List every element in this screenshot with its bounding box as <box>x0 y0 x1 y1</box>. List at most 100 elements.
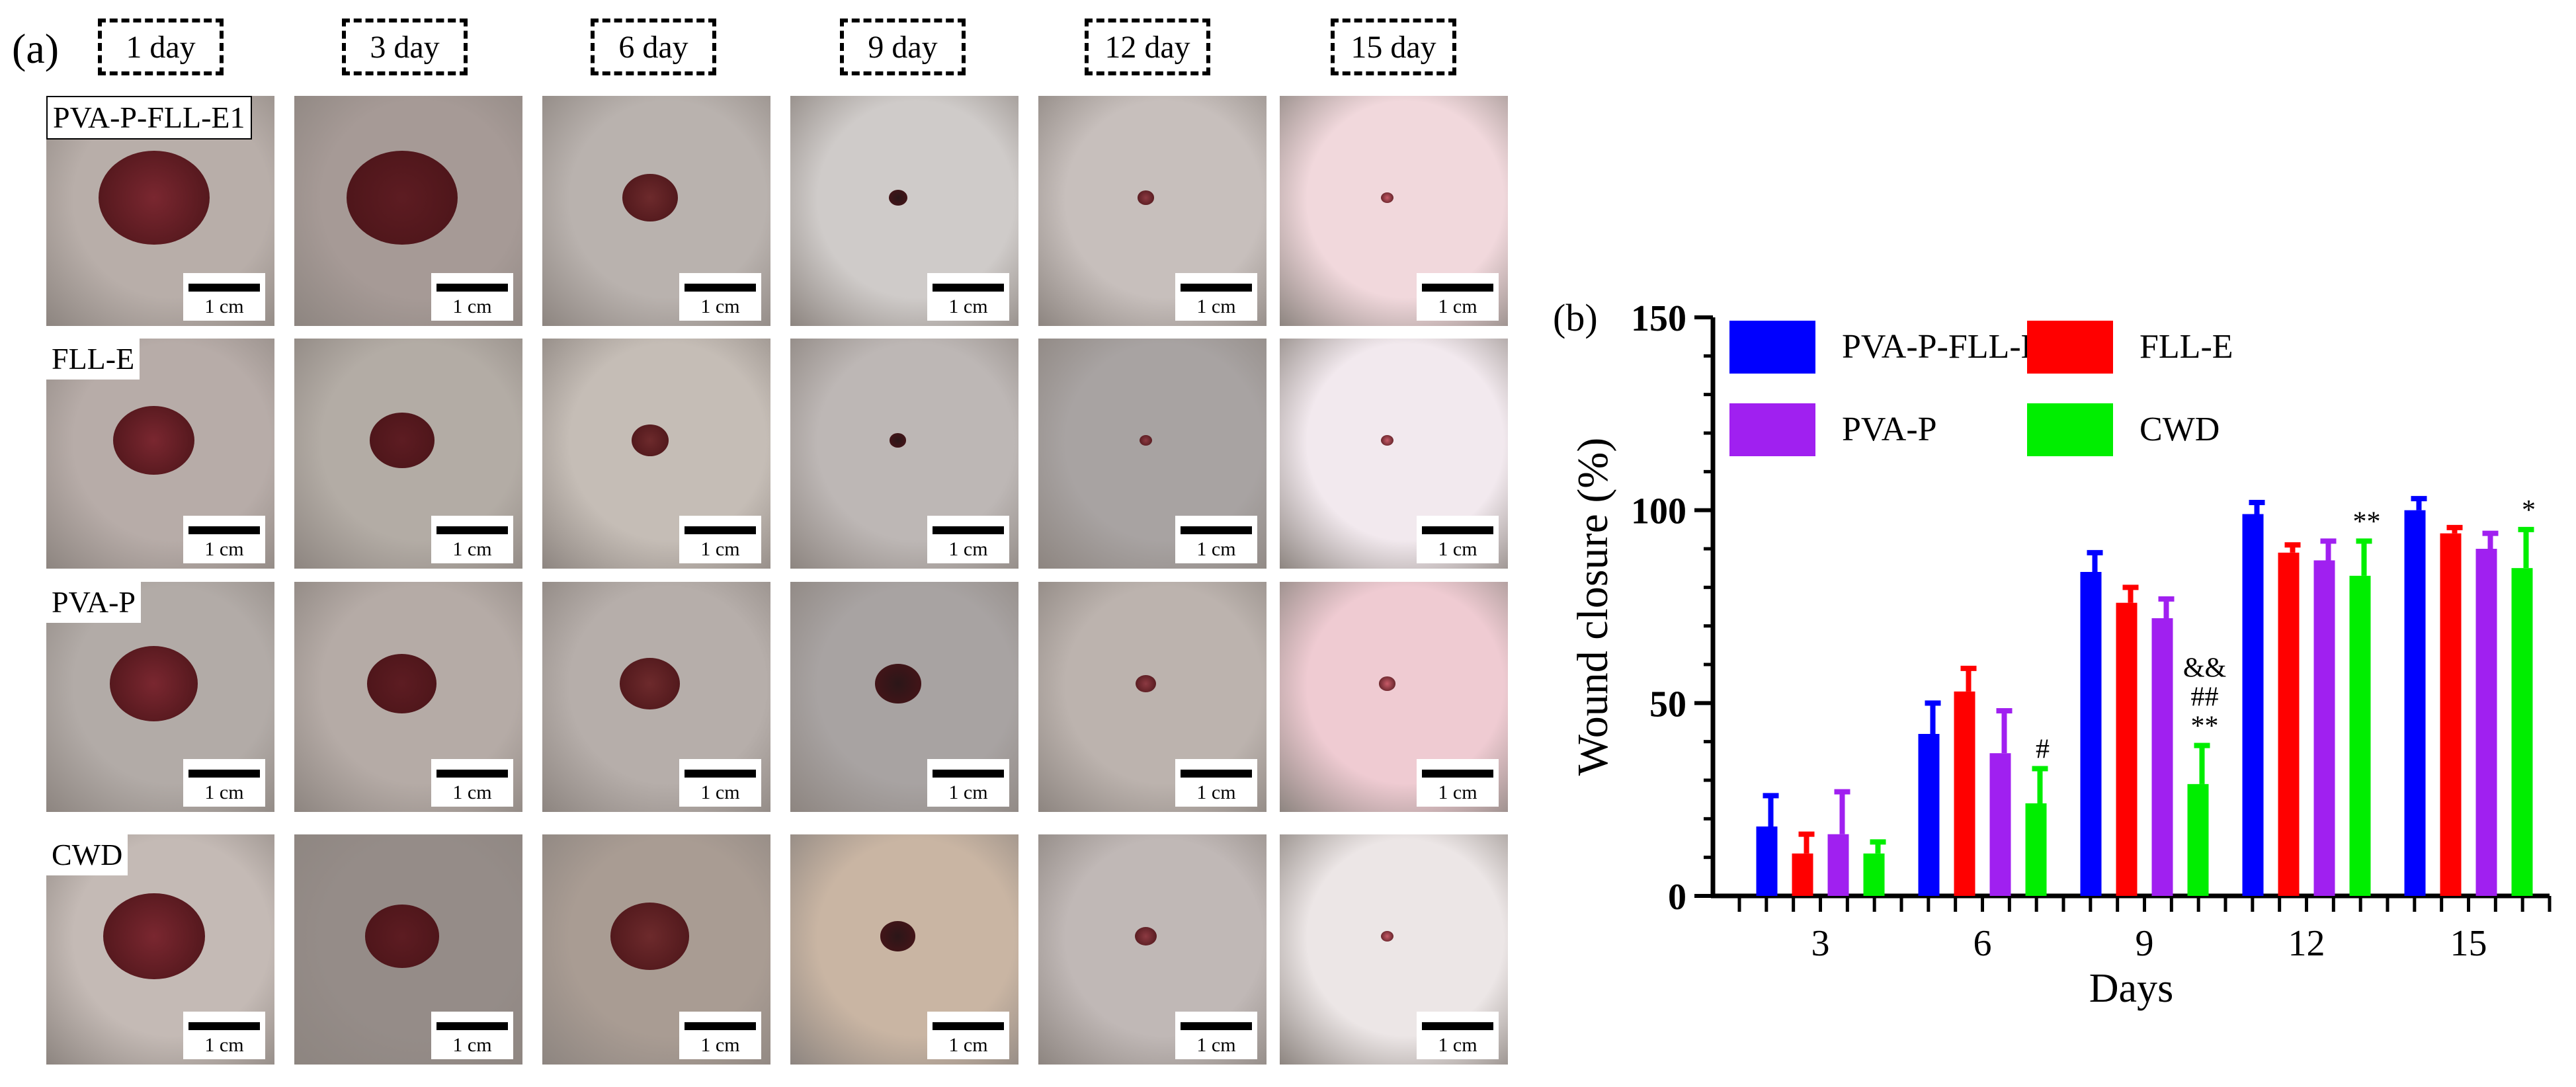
x-tick-label: 3 <box>1811 923 1830 964</box>
scale-bar-line <box>1422 284 1493 292</box>
wound-photo-r1-c2: 1 cm <box>294 96 522 326</box>
wound-photo-r1-c6: 1 cm <box>1280 96 1508 326</box>
scale-bar: 1 cm <box>1175 273 1257 321</box>
scale-bar: 1 cm <box>1175 759 1257 807</box>
scale-bar: 1 cm <box>1175 1012 1257 1059</box>
scale-bar-line <box>685 770 756 778</box>
bar-cwd-day-15 <box>2511 568 2533 896</box>
bar-cwd-day-6 <box>2025 803 2047 896</box>
legend-label: CWD <box>2140 411 2220 448</box>
scale-bar-label: 1 cm <box>1196 296 1236 317</box>
wound-spot <box>1378 676 1396 691</box>
scale-bar-label: 1 cm <box>700 1034 740 1056</box>
x-tick-label: 6 <box>1974 923 1992 964</box>
scale-bar: 1 cm <box>927 273 1009 321</box>
wound-photo-r4-c5: 1 cm <box>1038 834 1267 1065</box>
wound-spot <box>622 174 678 221</box>
scale-bar: 1 cm <box>927 759 1009 807</box>
bar-pva-p-day-6 <box>1989 753 2011 896</box>
legend-label: FLL-E <box>2140 328 2233 366</box>
scale-bar-line <box>188 526 260 534</box>
scale-bar-label: 1 cm <box>204 1034 244 1056</box>
scale-bar-line <box>436 526 508 534</box>
wound-photo-r2-c6: 1 cm <box>1280 339 1508 569</box>
scale-bar: 1 cm <box>679 1012 761 1059</box>
significance-annotation: && <box>2183 653 2226 684</box>
significance-annotation: * <box>2522 495 2536 526</box>
scale-bar-label: 1 cm <box>700 782 740 803</box>
scale-bar-label: 1 cm <box>1196 1034 1236 1056</box>
wound-photo-r2-c3: 1 cm <box>542 339 770 569</box>
bar-pva-p-fll-e1-day-9 <box>2080 572 2102 896</box>
wound-spot <box>1139 434 1153 446</box>
row-label-fll-e: FLL-E <box>46 339 140 380</box>
day-header-6: 15 day <box>1331 19 1456 75</box>
scale-bar-label: 1 cm <box>1196 538 1236 560</box>
scale-bar: 1 cm <box>183 1012 265 1059</box>
scale-bar-label: 1 cm <box>204 296 244 317</box>
scale-bar-label: 1 cm <box>948 538 988 560</box>
x-tick-label: 15 <box>2450 923 2487 964</box>
panel-a-label: (a) <box>12 25 60 72</box>
bar-pva-p-day-15 <box>2475 549 2497 896</box>
wound-spot <box>610 903 689 970</box>
wound-photo-r3-c2: 1 cm <box>294 582 522 812</box>
wound-spot <box>103 893 205 980</box>
scale-bar: 1 cm <box>1417 759 1499 807</box>
significance-annotation: ## <box>2191 682 2219 713</box>
legend-swatch-cwd <box>2027 403 2113 456</box>
bar-fll-e-day-3 <box>1792 853 1813 896</box>
scale-bar-line <box>1181 770 1252 778</box>
scale-bar-line <box>188 1022 260 1030</box>
wound-spot <box>620 658 680 709</box>
scale-bar-line <box>1181 1022 1252 1030</box>
day-header-1: 1 day <box>98 19 224 75</box>
wound-spot <box>1137 190 1155 205</box>
legend-swatch-fll-e <box>2027 321 2113 374</box>
scale-bar-line <box>685 526 756 534</box>
scale-bar-line <box>933 526 1004 534</box>
scale-bar: 1 cm <box>431 759 513 807</box>
scale-bar-label: 1 cm <box>1438 538 1477 560</box>
scale-bar: 1 cm <box>183 516 265 563</box>
y-tick-label: 50 <box>1649 684 1686 725</box>
scale-bar: 1 cm <box>679 759 761 807</box>
wound-photo-r3-c4: 1 cm <box>790 582 1018 812</box>
wound-spot <box>1380 930 1394 942</box>
bar-pva-p-fll-e1-day-15 <box>2404 510 2426 896</box>
scale-bar-label: 1 cm <box>1438 296 1477 317</box>
scale-bar-label: 1 cm <box>1196 782 1236 803</box>
scale-bar-label: 1 cm <box>452 1034 492 1056</box>
bar-cwd-day-12 <box>2349 575 2371 896</box>
scale-bar-line <box>1422 526 1493 534</box>
wound-photo-r2-c4: 1 cm <box>790 339 1018 569</box>
wound-photo-r4-c6: 1 cm <box>1280 834 1508 1065</box>
wound-photo-r3-c6: 1 cm <box>1280 582 1508 812</box>
scale-bar-line <box>436 284 508 292</box>
scale-bar-label: 1 cm <box>452 538 492 560</box>
wound-spot <box>880 921 916 951</box>
wound-spot <box>888 190 907 206</box>
significance-annotation: ** <box>2353 506 2381 537</box>
scale-bar-line <box>188 284 260 292</box>
bar-pva-p-fll-e1-day-12 <box>2242 514 2264 896</box>
scale-bar-label: 1 cm <box>948 296 988 317</box>
scale-bar: 1 cm <box>431 1012 513 1059</box>
scale-bar: 1 cm <box>183 273 265 321</box>
bar-pva-p-day-9 <box>2151 618 2173 896</box>
wound-spot <box>1136 674 1156 693</box>
scale-bar-line <box>1422 770 1493 778</box>
day-header-4: 9 day <box>840 19 966 75</box>
wound-spot <box>346 150 458 245</box>
significance-annotation: ** <box>2191 711 2219 742</box>
scale-bar-line <box>685 1022 756 1030</box>
legend-swatch-pva-p-fll-e1 <box>1729 321 1815 374</box>
wound-spot <box>874 664 921 704</box>
scale-bar-label: 1 cm <box>948 1034 988 1056</box>
row-label-pva-p-fll-e1: PVA-P-FLL-E1 <box>46 96 252 140</box>
wound-spot <box>889 433 907 448</box>
wound-photo-r4-c3: 1 cm <box>542 834 770 1065</box>
row-label-cwd: CWD <box>46 834 128 875</box>
wound-spot <box>98 150 210 245</box>
